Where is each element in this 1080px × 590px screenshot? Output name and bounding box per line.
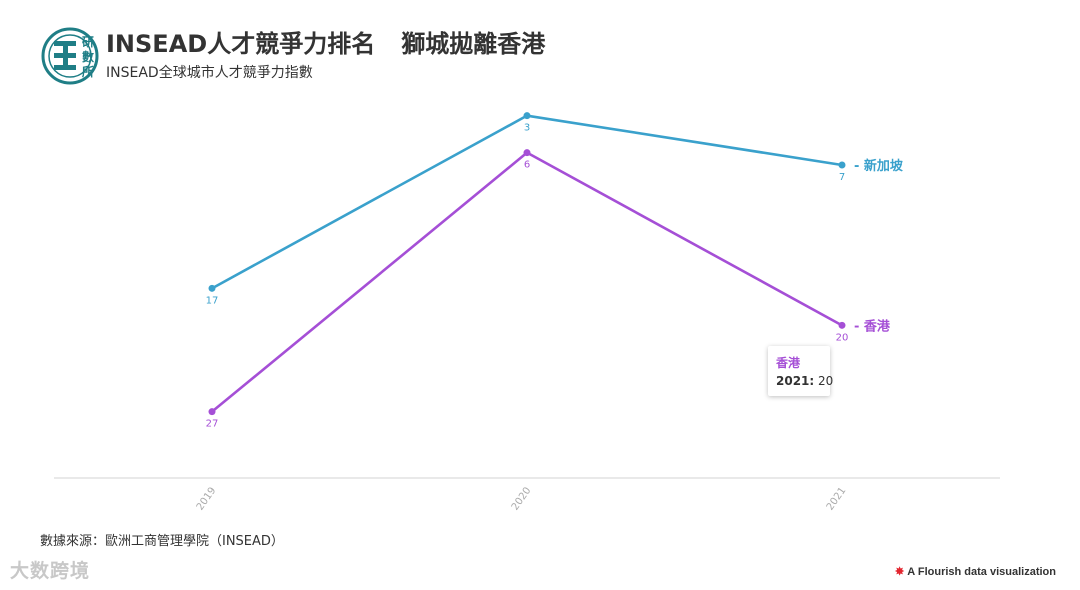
data-point-1-2019	[208, 408, 216, 416]
source-note: 數據來源：歐洲工商管理學院（INSEAD）	[40, 534, 284, 549]
data-label-1-2020: 6	[524, 160, 530, 171]
tooltip: 香港 2021: 20	[768, 346, 833, 396]
series-end-label-1: - 香港	[854, 318, 891, 334]
data-point-1-2021	[838, 321, 846, 329]
tooltip-year: 2021:	[776, 374, 815, 388]
logo-icon: 研 數 所	[41, 27, 99, 85]
data-point-0-2020	[523, 112, 531, 120]
watermark: 大数跨境	[10, 560, 91, 582]
chart-title-main: INSEAD人才競爭力排名	[106, 30, 376, 58]
tooltip-value-row: 2021: 20	[776, 374, 833, 388]
logo-char-1: 研	[82, 35, 94, 49]
x-tick-label-2019: 2019	[195, 485, 219, 512]
x-tick-label-2020: 2020	[510, 485, 534, 512]
data-label-0-2019: 17	[206, 295, 219, 306]
data-label-1-2021: 20	[836, 332, 849, 343]
flourish-credit[interactable]: ✸ A Flourish data visualization	[895, 565, 1056, 578]
chart-title: INSEAD人才競爭力排名 獅城拋離香港	[106, 24, 545, 59]
data-point-1-2020	[523, 149, 531, 157]
data-label-0-2020: 3	[524, 123, 530, 134]
chart-title-secondary: 獅城拋離香港	[401, 30, 546, 58]
logo-char-2: 數	[82, 49, 94, 64]
series-line-0	[211, 114, 843, 290]
series-line-1	[211, 151, 843, 413]
tooltip-series-name: 香港	[776, 356, 801, 370]
x-tick-label-2021: 2021	[825, 485, 849, 512]
series-end-label-0: - 新加坡	[854, 158, 904, 174]
flourish-logo-icon: ✸	[895, 566, 905, 578]
data-label-0-2021: 7	[839, 172, 845, 183]
logo-char-3: 所	[82, 64, 94, 79]
data-point-0-2019	[208, 284, 216, 292]
tooltip-value: 20	[818, 374, 834, 388]
data-point-0-2021	[838, 161, 846, 169]
flourish-credit-text: A Flourish data visualization	[907, 566, 1056, 578]
chart-subtitle: INSEAD全球城市人才競爭力指數	[106, 65, 313, 81]
data-label-1-2019: 27	[206, 419, 219, 430]
